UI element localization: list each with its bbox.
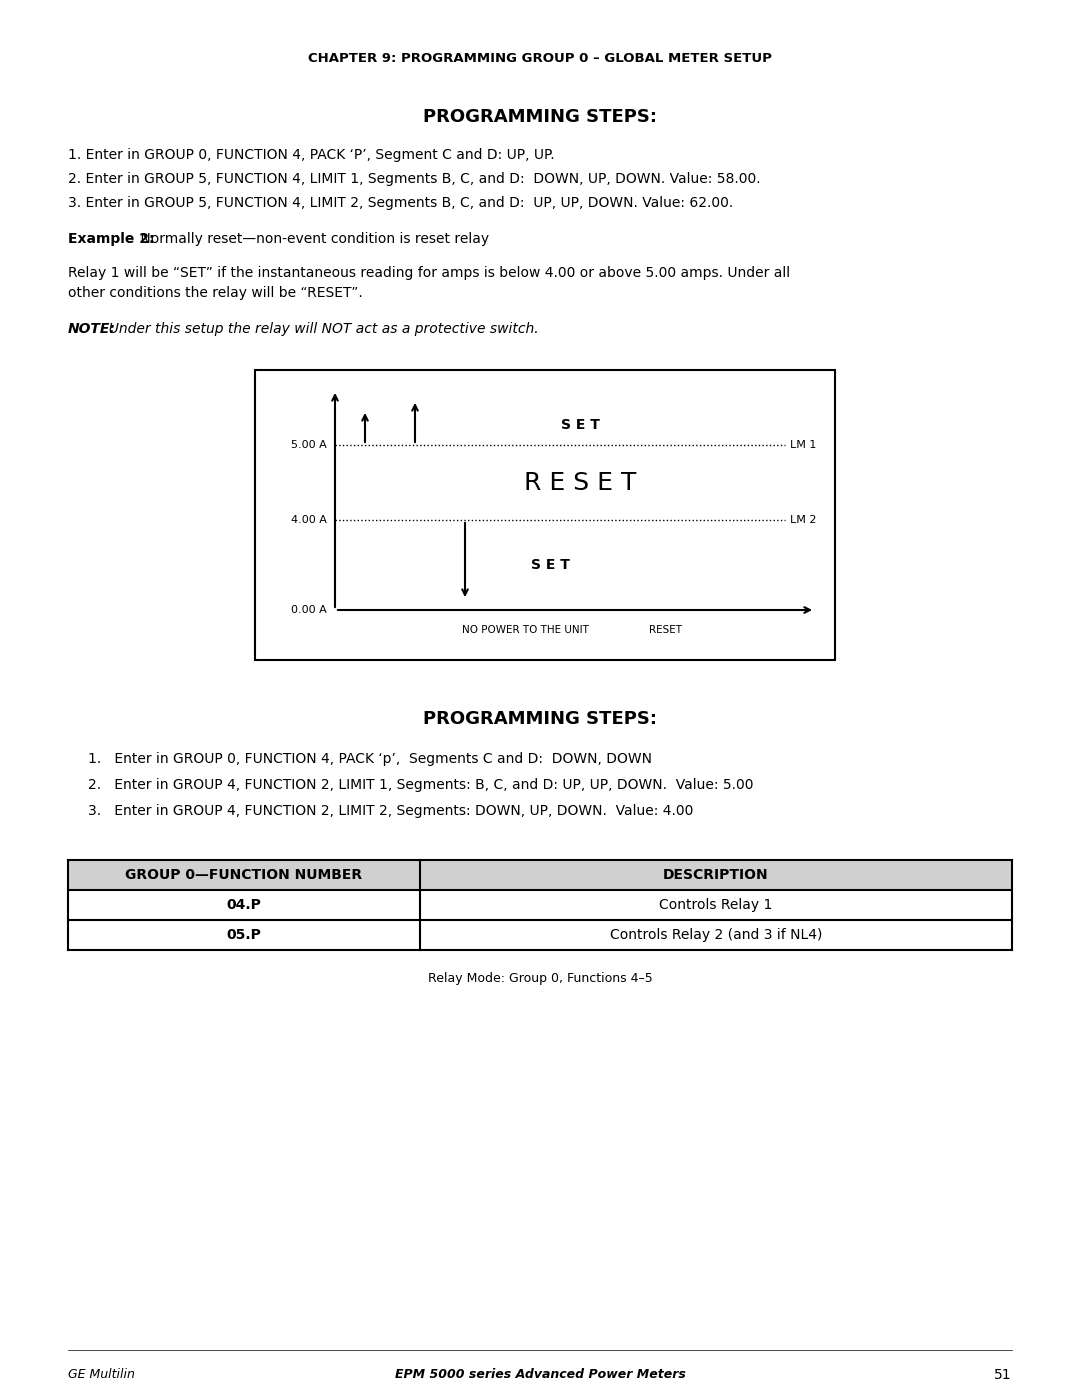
Text: other conditions the relay will be “RESET”.: other conditions the relay will be “RESE… [68, 286, 363, 300]
Text: 04.P: 04.P [227, 898, 261, 912]
Text: RESET: RESET [648, 624, 681, 636]
Text: NOTE:: NOTE: [68, 321, 116, 337]
Text: Controls Relay 1: Controls Relay 1 [659, 898, 772, 912]
Text: 1. Enter in GROUP 0, FUNCTION 4, PACK ‘P’, Segment C and D: UP, UP.: 1. Enter in GROUP 0, FUNCTION 4, PACK ‘P… [68, 148, 555, 162]
Text: 2. Enter in GROUP 5, FUNCTION 4, LIMIT 1, Segments B, C, and D:  DOWN, UP, DOWN.: 2. Enter in GROUP 5, FUNCTION 4, LIMIT 1… [68, 172, 760, 186]
FancyBboxPatch shape [255, 370, 835, 659]
Text: 51: 51 [995, 1368, 1012, 1382]
Text: 1.   Enter in GROUP 0, FUNCTION 4, PACK ‘p’,  Segments C and D:  DOWN, DOWN: 1. Enter in GROUP 0, FUNCTION 4, PACK ‘p… [87, 752, 652, 766]
Text: Normally reset—non-event condition is reset relay: Normally reset—non-event condition is re… [136, 232, 489, 246]
Text: 3.   Enter in GROUP 4, FUNCTION 2, LIMIT 2, Segments: DOWN, UP, DOWN.  Value: 4.: 3. Enter in GROUP 4, FUNCTION 2, LIMIT 2… [87, 805, 693, 819]
Text: LM 1: LM 1 [789, 440, 816, 450]
Text: GE Multilin: GE Multilin [68, 1369, 135, 1382]
Text: Controls Relay 2 (and 3 if NL4): Controls Relay 2 (and 3 if NL4) [610, 928, 822, 942]
Text: 5.00 A: 5.00 A [292, 440, 327, 450]
Text: PROGRAMMING STEPS:: PROGRAMMING STEPS: [423, 108, 657, 126]
Text: EPM 5000 series Advanced Power Meters: EPM 5000 series Advanced Power Meters [394, 1369, 686, 1382]
Text: NO POWER TO THE UNIT: NO POWER TO THE UNIT [461, 624, 589, 636]
Text: Relay 1 will be “SET” if the instantaneous reading for amps is below 4.00 or abo: Relay 1 will be “SET” if the instantaneo… [68, 265, 791, 279]
Text: Relay Mode: Group 0, Functions 4–5: Relay Mode: Group 0, Functions 4–5 [428, 972, 652, 985]
Text: 3. Enter in GROUP 5, FUNCTION 4, LIMIT 2, Segments B, C, and D:  UP, UP, DOWN. V: 3. Enter in GROUP 5, FUNCTION 4, LIMIT 2… [68, 196, 733, 210]
Text: 2.   Enter in GROUP 4, FUNCTION 2, LIMIT 1, Segments: B, C, and D: UP, UP, DOWN.: 2. Enter in GROUP 4, FUNCTION 2, LIMIT 1… [87, 778, 754, 792]
Text: PROGRAMMING STEPS:: PROGRAMMING STEPS: [423, 710, 657, 728]
FancyBboxPatch shape [68, 861, 1012, 890]
Text: 4.00 A: 4.00 A [292, 515, 327, 525]
Text: GROUP 0—FUNCTION NUMBER: GROUP 0—FUNCTION NUMBER [125, 868, 363, 882]
Text: R E S E T: R E S E T [524, 471, 636, 495]
Text: 05.P: 05.P [227, 928, 261, 942]
Text: 0.00 A: 0.00 A [292, 605, 327, 615]
Text: S E T: S E T [530, 557, 569, 571]
Text: S E T: S E T [561, 418, 599, 432]
Text: LM 2: LM 2 [789, 515, 816, 525]
Text: Example 2:: Example 2: [68, 232, 154, 246]
Text: Under this setup the relay will NOT act as a protective switch.: Under this setup the relay will NOT act … [99, 321, 538, 337]
Text: DESCRIPTION: DESCRIPTION [663, 868, 769, 882]
Text: CHAPTER 9: PROGRAMMING GROUP 0 – GLOBAL METER SETUP: CHAPTER 9: PROGRAMMING GROUP 0 – GLOBAL … [308, 52, 772, 66]
